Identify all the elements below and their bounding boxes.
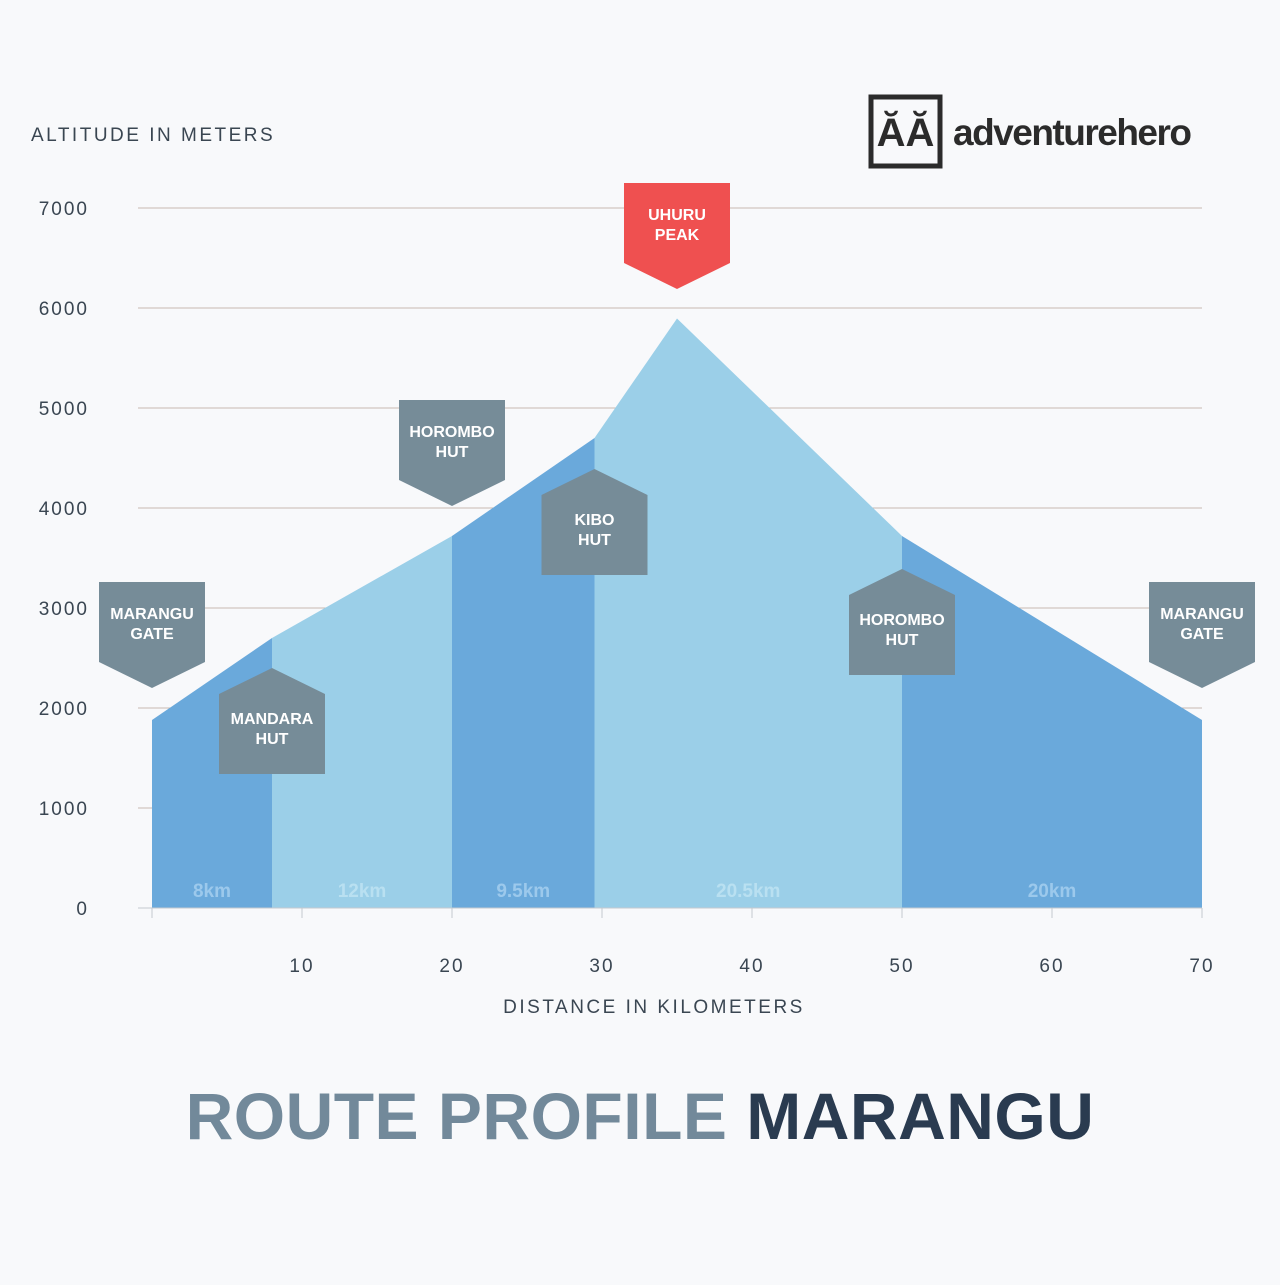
- waypoint-marker-5: UHURU PEAK: [624, 183, 730, 289]
- y-tick-label-7000: 7000: [39, 199, 89, 220]
- logo-box: [868, 94, 943, 169]
- x-tick-label-60: 60: [1039, 956, 1064, 977]
- x-tick-label-50: 50: [889, 956, 914, 977]
- area-segment-5: [902, 536, 1202, 908]
- segment-distance-label-3: 9.5km: [496, 881, 550, 902]
- x-tick-label-10: 10: [289, 956, 314, 977]
- waypoint-marker-shape: [219, 668, 325, 774]
- y-tick-label-3000: 3000: [39, 599, 89, 620]
- segment-distance-label-5: 20km: [1028, 881, 1077, 902]
- waypoint-marker-label: HOROMBO: [409, 424, 494, 441]
- logo-wordmark: adventurehero: [953, 112, 1191, 153]
- waypoint-marker-4: KIBO HUT: [541, 469, 648, 575]
- x-axis-label: DISTANCE IN KILOMETERS: [503, 997, 805, 1018]
- y-axis-label: ALTITUDE IN METERS: [31, 125, 275, 146]
- waypoint-marker-shape: [399, 400, 505, 506]
- waypoint-marker-shape: [99, 582, 205, 688]
- waypoint-marker-1: MARANGU GATE: [99, 582, 205, 688]
- segment-distance-label-1: 8km: [193, 881, 231, 902]
- waypoint-marker-label: UHURU: [648, 207, 706, 224]
- waypoint-marker-label: MANDARA: [231, 711, 314, 728]
- x-tick-label-70: 70: [1189, 956, 1214, 977]
- waypoint-marker-label: KIBO: [575, 512, 615, 529]
- y-tick-label-2000: 2000: [39, 699, 89, 720]
- y-tick-label-1000: 1000: [39, 799, 89, 820]
- waypoint-marker-6: HOROMBO HUT: [849, 569, 955, 675]
- brand-logo: ĂĂ adventurehero: [868, 94, 1193, 169]
- waypoint-marker-label: PEAK: [655, 227, 700, 244]
- logo-mark: ĂĂ: [877, 110, 935, 155]
- waypoint-marker-7: MARANGU GATE: [1149, 582, 1255, 688]
- area-segment-2: [272, 536, 452, 908]
- waypoint-marker-label: HUT: [436, 444, 469, 461]
- waypoint-marker-label: MARANGU: [1160, 606, 1244, 623]
- page-title: ROUTE PROFILE MARANGU: [0, 1078, 1280, 1154]
- title-route-profile: ROUTE PROFILE: [185, 1079, 728, 1153]
- x-tick-label-40: 40: [739, 956, 764, 977]
- segment-distance-label-4: 20.5km: [716, 881, 780, 902]
- segment-label-layer: 8km 12km 9.5km 20.5km 20km: [193, 881, 1076, 902]
- y-tick-label-0: 0: [76, 899, 89, 920]
- waypoint-marker-label: HUT: [578, 532, 611, 549]
- y-tick-label-5000: 5000: [39, 399, 89, 420]
- area-segment-4: [594, 318, 902, 908]
- waypoint-marker-2: MANDARA HUT: [219, 668, 325, 774]
- waypoint-marker-label: HUT: [886, 632, 919, 649]
- waypoint-marker-shape: [1149, 582, 1255, 688]
- x-tick-label-30: 30: [589, 956, 614, 977]
- marker-layer: MARANGU GATE MANDARA HUT HOROMBO HUT KIBO HUT UH…: [99, 183, 1255, 774]
- waypoint-marker-label: GATE: [1180, 626, 1224, 643]
- y-tick-label-4000: 4000: [39, 499, 89, 520]
- waypoint-marker-shape: [849, 569, 955, 675]
- area-layer: [152, 318, 1202, 908]
- waypoint-marker-label: HUT: [256, 731, 289, 748]
- waypoint-marker-shape: [624, 183, 730, 289]
- axis-layer: 10 20 30 40 50 60 70: [138, 907, 1214, 977]
- waypoint-marker-label: HOROMBO: [859, 612, 944, 629]
- waypoint-marker-label: GATE: [130, 626, 174, 643]
- title-marangu: MARANGU: [746, 1079, 1095, 1153]
- waypoint-marker-shape: [541, 469, 648, 575]
- x-tick-label-20: 20: [439, 956, 464, 977]
- waypoint-marker-label: MARANGU: [110, 606, 194, 623]
- segment-distance-label-2: 12km: [338, 881, 387, 902]
- y-tick-label-6000: 6000: [39, 299, 89, 320]
- waypoint-marker-3: HOROMBO HUT: [399, 400, 505, 506]
